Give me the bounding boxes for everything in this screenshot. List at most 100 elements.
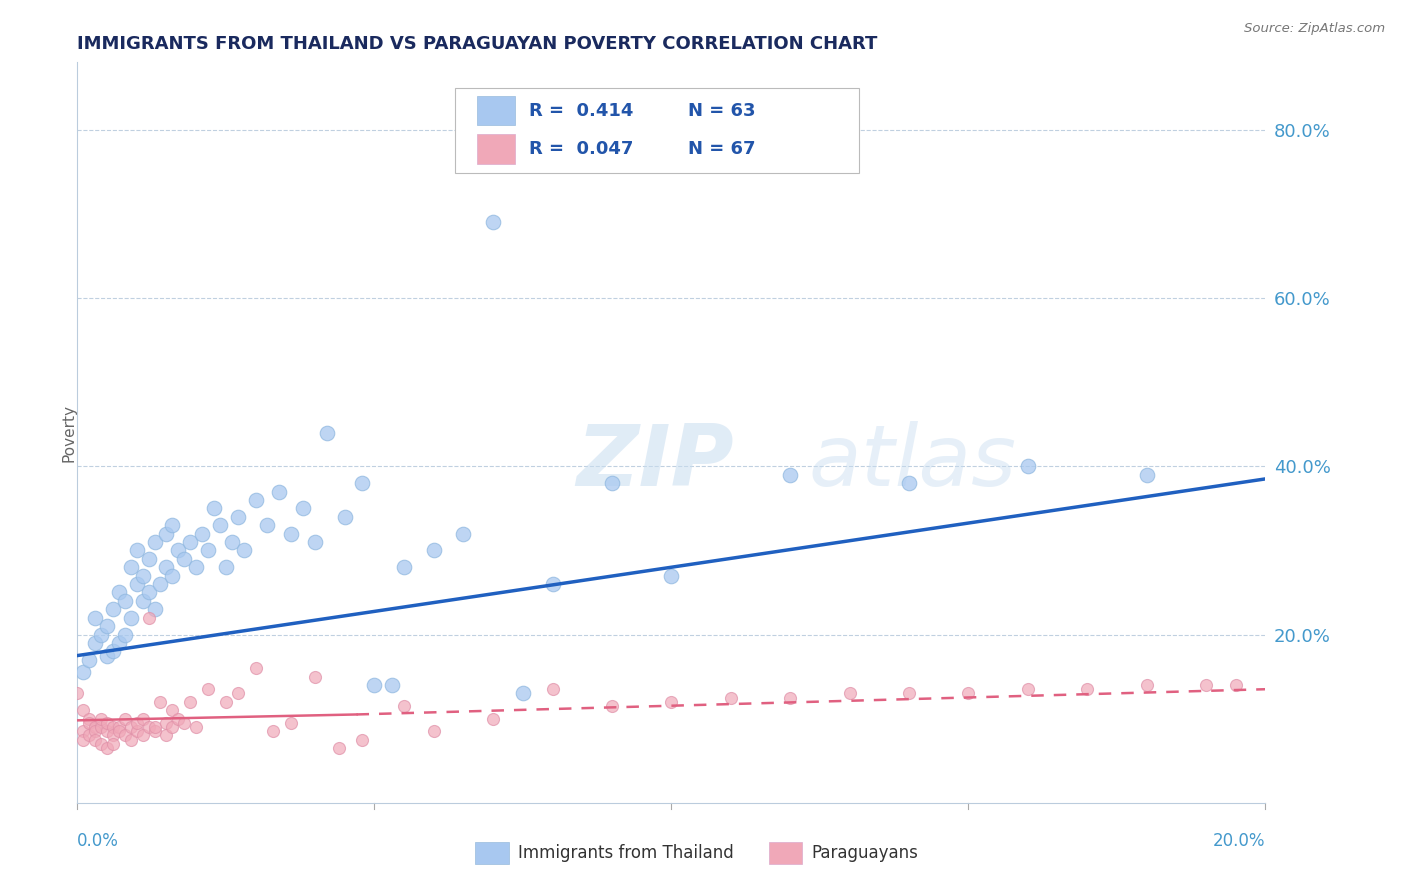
Point (482, 215, 505, 229)
Point (155, 715, 177, 730)
Point (77, 712, 100, 726)
Point (96, 715, 118, 730)
Text: 20.0%: 20.0% (1213, 832, 1265, 850)
Point (120, 610, 142, 624)
Bar (477, 95, 515, 126)
Point (202, 501, 225, 516)
Point (328, 741, 350, 756)
Point (315, 425, 337, 440)
Point (381, 678, 404, 692)
Point (779, 467, 801, 482)
Point (72, 665, 94, 680)
Point (143, 535, 166, 549)
Y-axis label: Poverty: Poverty (62, 403, 76, 462)
Point (197, 682, 219, 697)
Point (114, 712, 136, 726)
Point (125, 577, 148, 591)
Point (125, 543, 148, 558)
Point (72, 732, 94, 747)
Point (96, 724, 118, 739)
Point (155, 729, 177, 743)
Point (138, 720, 160, 734)
Point (292, 501, 315, 516)
Point (90, 737, 112, 751)
Point (191, 526, 214, 541)
Point (898, 476, 921, 491)
Point (352, 732, 374, 747)
Point (720, 690, 742, 705)
Point (541, 682, 564, 697)
Point (72, 724, 94, 739)
Point (84, 724, 107, 739)
Point (186, 720, 208, 734)
Point (245, 661, 267, 675)
Point (838, 686, 860, 700)
Point (101, 737, 124, 751)
Point (162, 518, 184, 533)
Point (957, 686, 980, 700)
Point (269, 484, 291, 499)
Point (304, 535, 326, 549)
FancyBboxPatch shape (456, 88, 859, 173)
Bar (475, 842, 509, 864)
Point (120, 732, 142, 747)
Point (149, 695, 172, 709)
Point (186, 560, 208, 574)
Point (108, 636, 131, 650)
Point (226, 509, 249, 524)
Point (162, 703, 184, 717)
Point (1135, 467, 1157, 482)
Point (173, 551, 195, 566)
Text: atlas: atlas (808, 421, 1017, 504)
Text: Paraguayans: Paraguayans (811, 844, 918, 863)
Point (453, 526, 475, 541)
Point (96, 741, 118, 756)
Point (482, 712, 505, 726)
Point (215, 695, 238, 709)
Point (131, 712, 153, 726)
Point (600, 476, 623, 491)
Point (101, 729, 124, 743)
Point (779, 690, 801, 705)
Point (215, 560, 238, 574)
Point (661, 568, 683, 582)
Point (1017, 459, 1039, 474)
Point (101, 644, 124, 658)
Point (179, 535, 201, 549)
Point (1017, 682, 1039, 697)
Point (333, 509, 356, 524)
Point (108, 720, 131, 734)
Point (66, 686, 89, 700)
Text: R =  0.414: R = 0.414 (529, 102, 633, 120)
Point (155, 560, 177, 574)
Point (1076, 682, 1098, 697)
Point (114, 594, 136, 608)
Point (84, 720, 107, 734)
Point (162, 720, 184, 734)
Point (280, 715, 302, 730)
Point (256, 518, 278, 533)
Text: R =  0.047: R = 0.047 (529, 140, 633, 158)
Point (72, 703, 94, 717)
Point (512, 686, 534, 700)
Point (101, 720, 124, 734)
Point (392, 699, 415, 714)
Text: IMMIGRANTS FROM THAILAND VS PARAGUAYAN POVERTY CORRELATION CHART: IMMIGRANTS FROM THAILAND VS PARAGUAYAN P… (77, 35, 877, 53)
Point (120, 720, 142, 734)
Point (114, 627, 136, 641)
Point (108, 585, 131, 599)
Point (167, 712, 190, 726)
Point (125, 715, 148, 730)
Point (84, 610, 107, 624)
Point (422, 543, 444, 558)
Point (131, 729, 153, 743)
Bar (769, 842, 801, 864)
Point (90, 712, 112, 726)
Text: ZIP: ZIP (576, 421, 734, 504)
Point (1135, 678, 1157, 692)
Point (138, 610, 160, 624)
Point (114, 729, 136, 743)
Point (1225, 678, 1247, 692)
Point (96, 648, 118, 663)
Point (262, 724, 284, 739)
